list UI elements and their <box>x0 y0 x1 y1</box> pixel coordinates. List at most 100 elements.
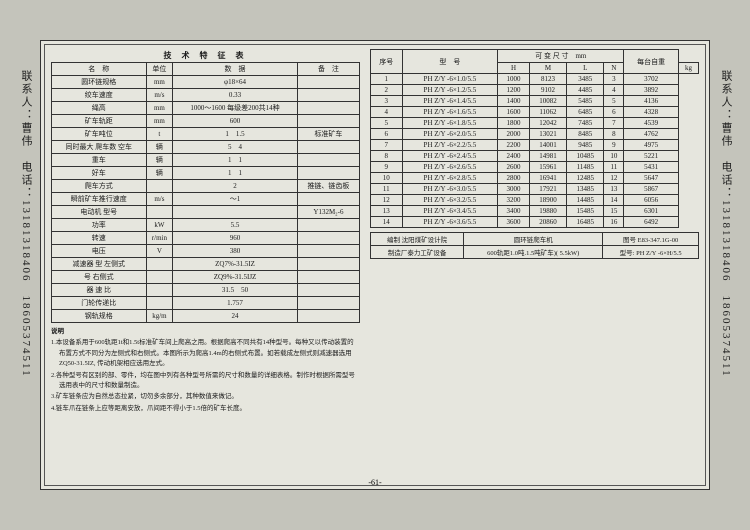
size-cell: PH Z/Y -6×3.2/5.5 <box>402 195 498 206</box>
size-cell: 5 <box>371 118 403 129</box>
size-subheader: L <box>567 63 604 74</box>
spec-cell <box>146 206 173 219</box>
spec-cell: 辆 <box>146 167 173 180</box>
size-cell: 2200 <box>498 140 530 151</box>
spec-cell: 重车 <box>52 154 147 167</box>
spec-cell: 31.5 50 <box>173 284 298 297</box>
size-cell: 4975 <box>624 140 679 151</box>
size-cell: 3000 <box>498 184 530 195</box>
contact-right: 联系人：曹伟 电话：13181318406 18605374511 <box>718 70 734 378</box>
tb-r2c2: 600轨距1.0吨.1.5吨矿车)( 5.5kW) <box>464 246 603 259</box>
spec-cell: 标准矿车 <box>297 128 359 141</box>
spec-cell: m/s <box>146 89 173 102</box>
size-cell: 9485 <box>567 140 604 151</box>
size-cell: 5485 <box>567 96 604 107</box>
spec-cell: 0.33 <box>173 89 298 102</box>
size-cell: 6056 <box>624 195 679 206</box>
left-column: 技 术 特 征 表 名 称单位数 据备 注 圆环链规格mmφ18×64绞车速度m… <box>51 49 360 481</box>
size-cell: 18900 <box>529 195 566 206</box>
spec-cell <box>297 232 359 245</box>
size-cell: 6485 <box>567 107 604 118</box>
spec-cell <box>297 258 359 271</box>
size-cell: 11 <box>371 184 403 195</box>
spec-cell <box>297 115 359 128</box>
col-dims: 可 变 尺 寸 mm <box>498 50 624 63</box>
contact-left: 联系人：曹伟 电话：13181318406 18605374511 <box>18 70 34 378</box>
spec-cell <box>146 258 173 271</box>
size-cell: 14485 <box>567 195 604 206</box>
size-cell: 2600 <box>498 162 530 173</box>
spec-header: 名 称 <box>52 63 147 76</box>
note-line: 1.本设备系用于600轨距1t和1.5t标准矿车间上爬高之用。根据爬高不同共有1… <box>51 338 360 369</box>
size-cell: PH Z/Y -6×2.2/5.5 <box>402 140 498 151</box>
size-cell: 9 <box>371 162 403 173</box>
size-cell: 13 <box>604 184 624 195</box>
spec-cell: 同时最大 爬车数 空车 <box>52 141 147 154</box>
size-cell: 16941 <box>529 173 566 184</box>
size-subheader: H <box>498 63 530 74</box>
spec-cell <box>146 297 173 310</box>
spec-cell: 5 4 <box>173 141 298 154</box>
spec-cell: 1 1 <box>173 167 298 180</box>
size-cell: 2 <box>371 85 403 96</box>
tb-r1c2: 圆环链爬车机 <box>464 233 603 246</box>
spec-cell <box>146 180 173 193</box>
spec-cell: ZQ9%-31.5IJZ <box>173 271 298 284</box>
spec-cell <box>297 102 359 115</box>
spec-cell: 1 1.5 <box>173 128 298 141</box>
spec-cell: r/min <box>146 232 173 245</box>
spec-cell: 爬车方式 <box>52 180 147 193</box>
spec-cell: kW <box>146 219 173 232</box>
size-cell: 2400 <box>498 151 530 162</box>
tb-r2c3: 型号: PH Z/Y -6×H/5.5 <box>603 246 699 259</box>
spec-cell <box>146 284 173 297</box>
spec-cell: Y132M₂-6 <box>297 206 359 219</box>
size-cell: 14 <box>604 195 624 206</box>
spec-cell: 2 <box>173 180 298 193</box>
spec-cell: 门轮传递比 <box>52 297 147 310</box>
spec-cell <box>297 154 359 167</box>
spec-table: 技 术 特 征 表 名 称单位数 据备 注 圆环链规格mmφ18×64绞车速度m… <box>51 49 360 323</box>
spec-cell <box>297 141 359 154</box>
size-cell: 19880 <box>529 206 566 217</box>
title-block: 编制 沈阳煤矿设计院 圆环链爬车机 图号 E83-347.1G-00 制造厂泰力… <box>370 232 699 259</box>
size-cell: 11 <box>604 162 624 173</box>
size-cell: 13 <box>371 206 403 217</box>
spec-cell <box>173 206 298 219</box>
size-cell: 3600 <box>498 217 530 228</box>
spec-cell: 绳高 <box>52 102 147 115</box>
spec-cell: 5.5 <box>173 219 298 232</box>
page-number: -61- <box>368 478 381 487</box>
spec-cell <box>297 284 359 297</box>
spec-cell: kg/m <box>146 310 173 323</box>
size-cell: 15961 <box>529 162 566 173</box>
size-cell: PH Z/Y -6×2.4/5.5 <box>402 151 498 162</box>
size-cell: 10485 <box>567 151 604 162</box>
size-cell: 14981 <box>529 151 566 162</box>
spec-header: 单位 <box>146 63 173 76</box>
size-cell: 1400 <box>498 96 530 107</box>
spec-cell: 1.757 <box>173 297 298 310</box>
size-cell: 1800 <box>498 118 530 129</box>
spec-cell <box>146 271 173 284</box>
size-cell: 11062 <box>529 107 566 118</box>
size-cell: 1 <box>371 74 403 85</box>
spec-cell: 矿车吨位 <box>52 128 147 141</box>
spec-cell: mm <box>146 76 173 89</box>
size-cell: 5221 <box>624 151 679 162</box>
spec-cell: 电压 <box>52 245 147 258</box>
size-cell: 4328 <box>624 107 679 118</box>
spec-cell: 瞬前矿车推行速度 <box>52 193 147 206</box>
spec-cell <box>297 310 359 323</box>
size-cell: 3400 <box>498 206 530 217</box>
size-cell: 3892 <box>624 85 679 96</box>
spec-cell: V <box>146 245 173 258</box>
size-cell: 12 <box>604 173 624 184</box>
size-cell: PH Z/Y -6×1.0/5.5 <box>402 74 498 85</box>
size-cell: 10082 <box>529 96 566 107</box>
size-cell: PH Z/Y -6×3.0/5.5 <box>402 184 498 195</box>
size-cell: 6 <box>371 129 403 140</box>
size-subheader: kg <box>679 63 699 74</box>
col-model: 型 号 <box>402 50 498 74</box>
spec-cell: 钢轨规格 <box>52 310 147 323</box>
